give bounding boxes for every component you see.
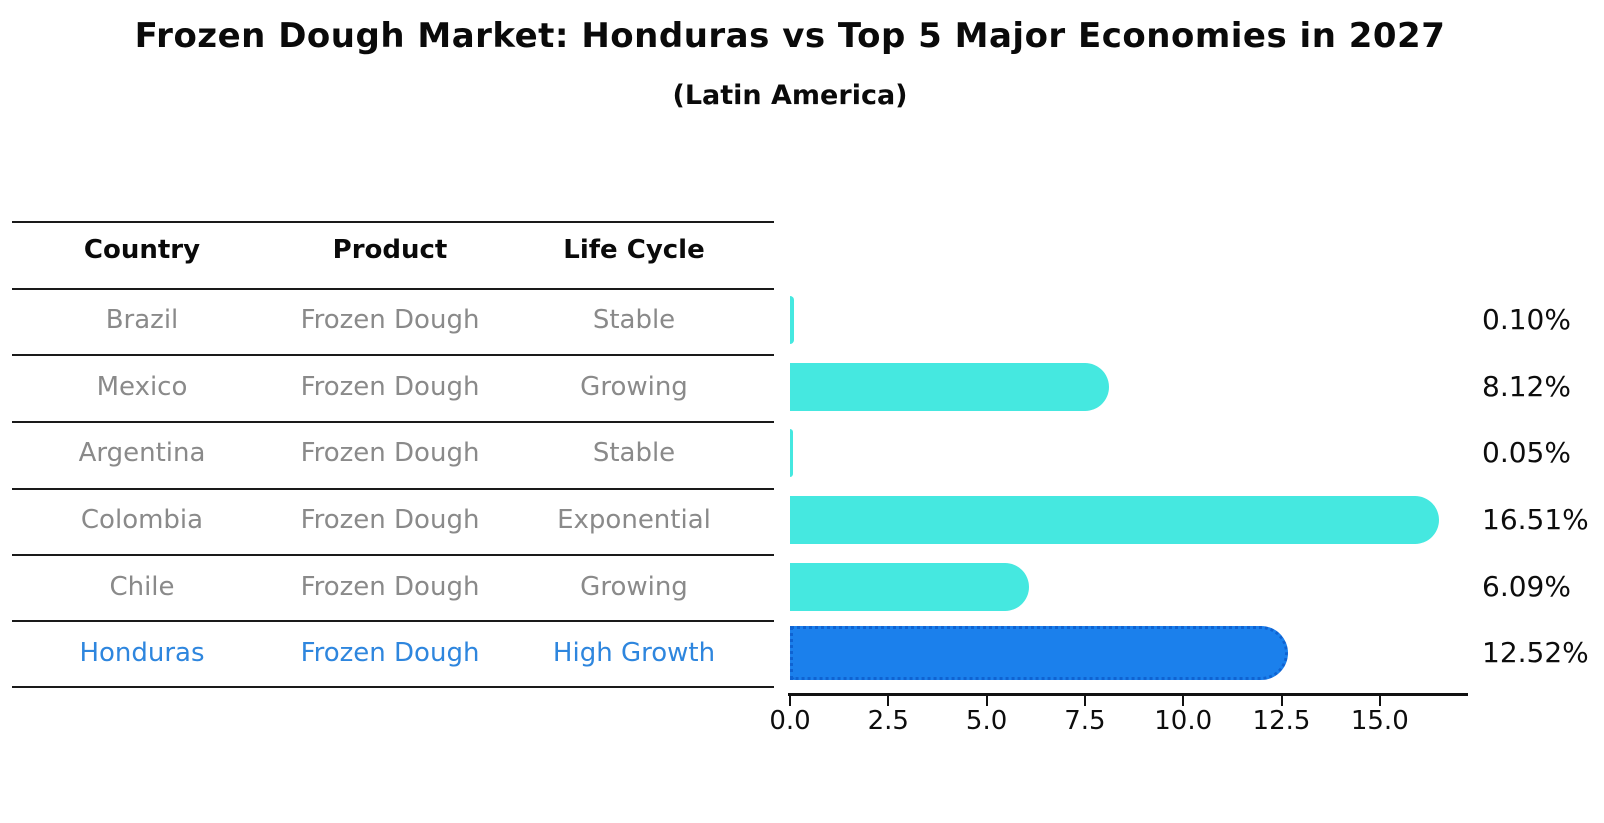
x-axis-tick xyxy=(1280,696,1283,706)
bar-argentina xyxy=(790,429,793,477)
table-cell-country: Mexico xyxy=(96,372,188,402)
value-label-mexico: 8.12% xyxy=(1482,370,1571,403)
value-label-honduras: 12.52% xyxy=(1482,636,1589,669)
chart-subtitle: (Latin America) xyxy=(672,80,908,111)
bar-colombia xyxy=(790,496,1440,544)
table-cell-product-highlighted: Frozen Dough xyxy=(300,638,480,668)
x-axis-tick-label: 15.0 xyxy=(1350,706,1409,736)
table-row-divider xyxy=(12,354,774,356)
table-cell-life-cycle: Exponential xyxy=(557,505,711,535)
table-bottom-border xyxy=(12,686,774,688)
x-axis-tick-label: 2.5 xyxy=(867,706,909,736)
x-axis-tick xyxy=(985,696,988,706)
bar-mexico xyxy=(790,363,1110,411)
table-header-country: Country xyxy=(83,235,201,265)
table-cell-life-cycle-highlighted: High Growth xyxy=(552,638,716,668)
table-header-life-cycle: Life Cycle xyxy=(563,235,705,265)
value-label-chile: 6.09% xyxy=(1482,570,1571,603)
table-header-divider xyxy=(12,288,774,290)
table-cell-life-cycle: Stable xyxy=(592,438,676,468)
table-row-divider xyxy=(12,554,774,556)
x-axis-tick xyxy=(1182,696,1185,706)
x-axis-tick-label: 10.0 xyxy=(1154,706,1213,736)
table-row-divider xyxy=(12,620,774,622)
value-label-argentina: 0.05% xyxy=(1482,436,1571,469)
bar-chile xyxy=(790,563,1030,611)
bar-brazil xyxy=(790,296,794,344)
table-cell-life-cycle: Stable xyxy=(592,305,676,335)
x-axis-line xyxy=(788,693,1468,696)
table-cell-country: Chile xyxy=(109,572,175,602)
table-header-product: Product xyxy=(332,235,448,265)
x-axis-tick xyxy=(1083,696,1086,706)
x-axis-tick xyxy=(887,696,890,706)
value-label-colombia: 16.51% xyxy=(1482,503,1589,536)
table-cell-product: Frozen Dough xyxy=(300,305,480,335)
x-axis-tick-label: 5.0 xyxy=(965,706,1008,736)
table-top-border xyxy=(12,221,774,223)
x-axis-tick xyxy=(1378,696,1381,706)
table-cell-product: Frozen Dough xyxy=(300,438,480,468)
x-axis-tick-label: 12.5 xyxy=(1252,706,1311,736)
table-cell-country: Argentina xyxy=(78,438,206,468)
table-cell-country: Colombia xyxy=(80,505,204,535)
bar-honduras-highlighted xyxy=(790,626,1289,680)
table-cell-country: Brazil xyxy=(105,305,179,335)
table-cell-product: Frozen Dough xyxy=(300,372,480,402)
table-cell-life-cycle: Growing xyxy=(580,572,688,602)
table-cell-country-highlighted: Honduras xyxy=(79,638,205,668)
x-axis-tick xyxy=(789,696,791,706)
value-label-brazil: 0.10% xyxy=(1482,303,1571,336)
table-row-divider xyxy=(12,488,774,490)
table-row-divider xyxy=(12,421,774,423)
x-axis-tick-label: 7.5 xyxy=(1064,706,1106,736)
table-cell-product: Frozen Dough xyxy=(300,505,480,535)
chart-title: Frozen Dough Market: Honduras vs Top 5 M… xyxy=(134,16,1446,56)
x-axis-tick-label: 0.0 xyxy=(769,706,811,736)
table-cell-life-cycle: Growing xyxy=(580,372,688,402)
table-cell-product: Frozen Dough xyxy=(300,572,480,602)
